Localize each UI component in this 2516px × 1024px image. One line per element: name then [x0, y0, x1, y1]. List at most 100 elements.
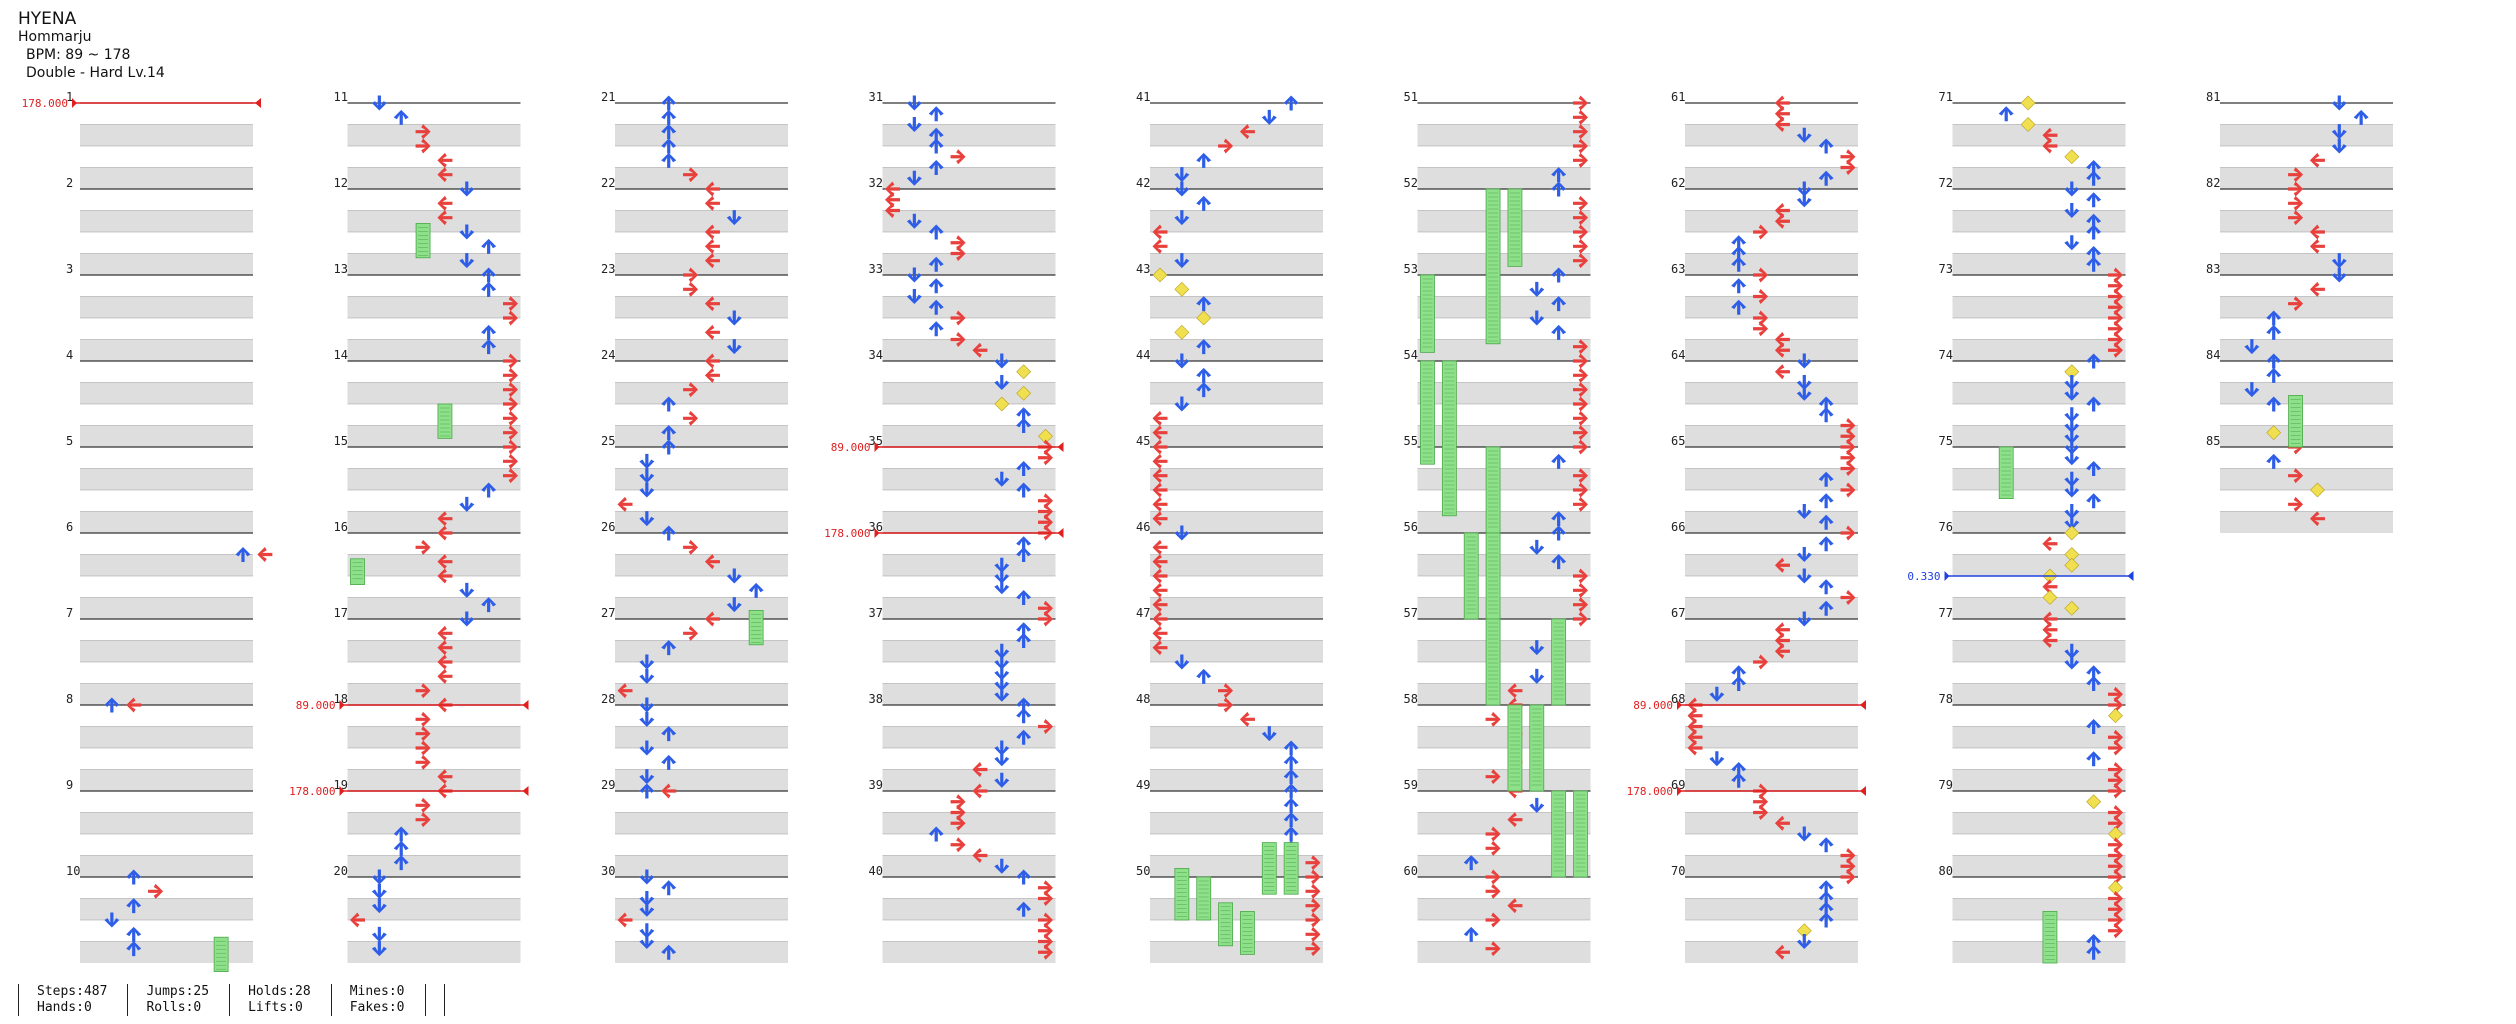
beat-band [1417, 769, 1591, 791]
down-arrow [726, 568, 742, 584]
down-arrow [2064, 471, 2080, 487]
beat-band [2220, 339, 2393, 361]
down-arrow [994, 665, 1010, 681]
up-arrow [1463, 926, 1479, 942]
up-arrow [661, 95, 677, 111]
measure-number: 76 [1939, 520, 1953, 534]
up-arrow [1016, 901, 1032, 917]
up-arrow [1818, 396, 1834, 412]
up-arrow [1196, 382, 1212, 398]
beat-band [1417, 683, 1591, 705]
up-arrow [393, 109, 409, 125]
right-arrow [1218, 683, 1234, 699]
up-arrow [2086, 718, 2102, 734]
up-arrow [2086, 944, 2102, 960]
down-arrow [994, 751, 1010, 767]
hands-count: Hands:0 [37, 1000, 92, 1015]
right-arrow [415, 124, 431, 140]
measure-number: 48 [1136, 692, 1150, 706]
up-arrow [1016, 697, 1032, 713]
down-arrow [726, 210, 742, 226]
measure-number: 17 [334, 606, 348, 620]
down-arrow [1529, 797, 1545, 813]
beat-band [1417, 640, 1591, 662]
right-arrow [2108, 321, 2123, 337]
down-arrow [1709, 686, 1725, 702]
beat-band [347, 296, 521, 318]
right-arrow [1573, 138, 1588, 154]
right-arrow [1840, 858, 1856, 874]
right-arrow [1840, 482, 1856, 498]
beat-band [347, 167, 521, 189]
right-arrow [1305, 912, 1321, 928]
beat-band [1952, 726, 2126, 748]
right-arrow [1840, 848, 1856, 863]
down-arrow [2331, 138, 2347, 154]
beat-band [615, 898, 788, 920]
down-arrow [1529, 539, 1545, 555]
mines-count: Mines:0 [349, 984, 405, 999]
left-arrow [1152, 611, 1168, 627]
right-arrow [950, 332, 966, 347]
hold-bar [1218, 902, 1233, 947]
left-arrow [437, 568, 453, 584]
beat-band [80, 339, 253, 361]
beat-band [2220, 382, 2393, 404]
left-arrow [704, 611, 720, 627]
down-arrow [1174, 396, 1190, 412]
beat-band [882, 339, 1056, 361]
beat-band [80, 425, 253, 447]
up-arrow [1731, 299, 1747, 315]
left-arrow [1774, 203, 1790, 218]
down-arrow [1261, 726, 1277, 742]
right-arrow [1038, 934, 1053, 949]
measure-number: 66 [1671, 520, 1685, 534]
right-arrow [1753, 267, 1769, 283]
tempo-marker-start [874, 528, 880, 538]
center-step [1174, 281, 1190, 297]
measure-number: 70 [1671, 864, 1685, 878]
measure-number: 34 [869, 348, 883, 362]
beat-band [882, 812, 1056, 834]
right-arrow [1038, 493, 1053, 509]
down-arrow [994, 772, 1010, 788]
left-arrow [617, 496, 633, 512]
up-arrow [928, 278, 944, 294]
right-arrow [1573, 95, 1588, 111]
beat-band [615, 812, 788, 834]
beat-band [1150, 726, 1323, 748]
beat-band [1417, 382, 1591, 404]
left-arrow [704, 253, 720, 269]
left-arrow [437, 167, 453, 183]
right-arrow [2288, 496, 2304, 512]
measure-number: 25 [601, 434, 615, 448]
beat-band [1150, 425, 1323, 447]
right-arrow [1305, 869, 1321, 885]
measure-number: 5 [66, 434, 73, 448]
beat-band [1417, 941, 1591, 963]
down-arrow [1529, 668, 1545, 684]
up-arrow [104, 697, 120, 713]
up-arrow [481, 281, 497, 297]
right-arrow [503, 396, 518, 412]
up-arrow [1551, 324, 1567, 340]
lifts-count: Lifts:0 [248, 1000, 303, 1015]
left-arrow [704, 224, 720, 240]
beat-band [1952, 425, 2126, 447]
measure-number: 20 [334, 864, 348, 878]
beat-band [1417, 898, 1591, 920]
beat-band [1150, 941, 1323, 963]
right-arrow [683, 539, 699, 555]
beat-band [882, 167, 1056, 189]
measure-number: 67 [1671, 606, 1685, 620]
left-arrow [972, 848, 988, 863]
up-arrow [661, 754, 677, 770]
right-arrow [503, 296, 518, 312]
down-arrow [2064, 385, 2080, 401]
up-arrow [1818, 600, 1834, 616]
center-step [2064, 149, 2080, 165]
left-arrow [1774, 557, 1790, 573]
beat-band [882, 511, 1056, 533]
tempo-marker-start [72, 98, 77, 108]
measure-number: 56 [1404, 520, 1418, 534]
